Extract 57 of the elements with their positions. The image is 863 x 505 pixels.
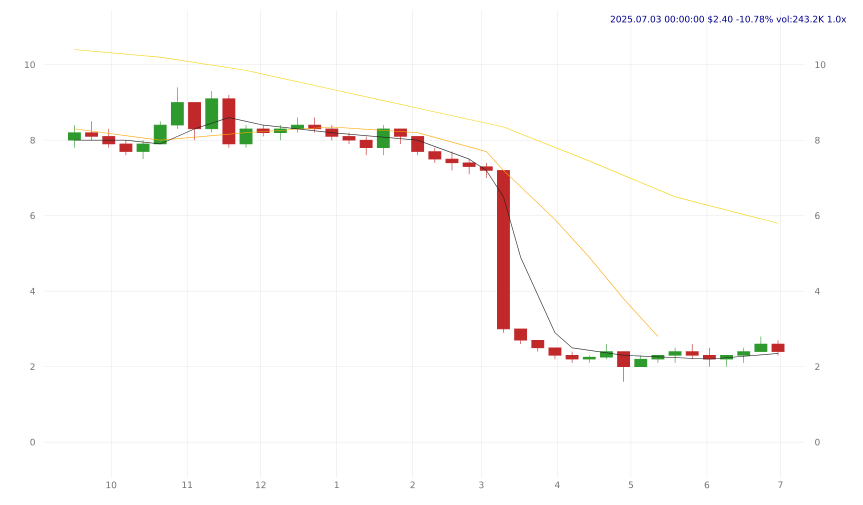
line-series [74, 126, 658, 337]
candlestick [342, 132, 356, 144]
candlestick [411, 136, 424, 156]
y2-tick-label: 4 [814, 288, 820, 294]
candlestick [462, 158, 476, 174]
text: 2025.07.03 00:00:00 $2.40 -10.78% vol:243.2K 1.0x [610, 16, 846, 24]
line-series [74, 117, 778, 360]
candlestick [686, 344, 699, 360]
candlestick [68, 124, 81, 148]
candlestick [446, 151, 458, 171]
candlestick [188, 102, 201, 141]
candlestick [634, 355, 648, 367]
candlestick [240, 124, 252, 148]
candlestick [85, 121, 98, 141]
candlestick [617, 351, 630, 382]
x-tick-label: 6 [704, 482, 710, 488]
candlestick [772, 340, 784, 356]
candlestick [737, 347, 750, 364]
candlestick [668, 347, 682, 364]
candlestick [205, 90, 218, 133]
candlestick [548, 347, 562, 360]
y2-tick-label: 6 [815, 212, 820, 220]
candlestick [119, 140, 132, 156]
candlestick [582, 355, 596, 364]
x-tick-label: 7 [778, 482, 783, 488]
candlestick [566, 351, 579, 364]
candlestick [754, 336, 768, 352]
y-tick-label: 2 [30, 363, 35, 370]
line-series [74, 49, 778, 224]
candlestick [531, 340, 544, 352]
y-tick-label: 4 [30, 288, 35, 294]
y2-tick-label: 2 [815, 363, 820, 370]
candlestick [376, 124, 390, 156]
x-tick-label: 4 [554, 482, 560, 488]
x-tick-label: 2 [410, 482, 415, 488]
x-tick-label: 3 [479, 482, 484, 488]
x-tick-label: 5 [628, 482, 634, 488]
x-tick-label: 1 [334, 482, 339, 488]
x-tick-label: 11 [182, 482, 192, 488]
y2-tick-label: 8 [815, 136, 820, 144]
candlestick [360, 136, 373, 156]
candlestick [514, 328, 528, 344]
candlestick [497, 170, 510, 333]
candlestick [394, 128, 407, 144]
y-tick-label: 6 [30, 212, 35, 220]
candlestick [222, 94, 236, 148]
y-tick-label: 0 [30, 438, 35, 446]
candlestick [136, 140, 150, 160]
y2-tick-label: 0 [815, 438, 820, 446]
candlestick [170, 87, 184, 130]
candlestick [428, 147, 442, 164]
x-tick-label: 12 [256, 482, 266, 488]
y-tick-label: 8 [30, 136, 35, 144]
candlestick [102, 128, 116, 148]
y2-tick-label: 10 [816, 61, 826, 68]
y-tick-label: 10 [25, 61, 35, 68]
x-tick-label: 10 [106, 482, 116, 488]
